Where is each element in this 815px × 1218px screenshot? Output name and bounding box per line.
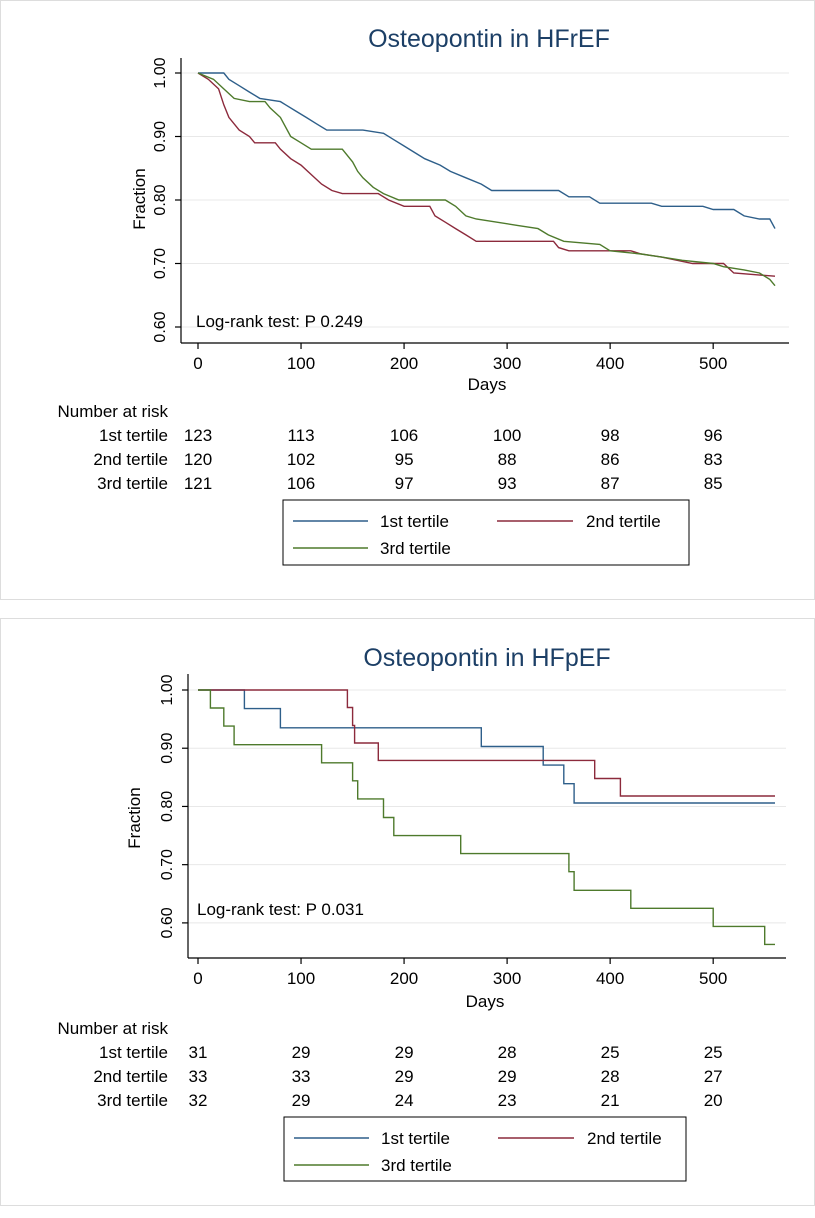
- risk-cell: 121: [184, 474, 212, 493]
- hfpef-panel: Osteopontin in HFpEF 0.60 0.70 0.80 0.90 1.00…: [0, 618, 815, 1218]
- series-line-2: [197, 72, 776, 277]
- risk-cell: 106: [390, 426, 418, 445]
- risk-cell: 32: [189, 1091, 208, 1110]
- risk-cell: 100: [493, 426, 521, 445]
- x-tick-label: 100: [287, 969, 315, 988]
- x-tick-label: 300: [493, 969, 521, 988]
- risk-table-header: Number at risk: [57, 402, 168, 421]
- y-tick-label: 0.70: [152, 248, 169, 279]
- y-axis-title: Fraction: [130, 168, 149, 229]
- risk-cell: 29: [395, 1043, 414, 1062]
- x-tick-label: 0: [193, 969, 202, 988]
- legend-label-3: 3rd tertile: [381, 1156, 452, 1175]
- risk-cell: 29: [395, 1067, 414, 1086]
- y-tick-label: 0.90: [159, 733, 176, 764]
- y-tick-label: 0.60: [152, 311, 169, 342]
- risk-cell: 27: [704, 1067, 723, 1086]
- series-line-3: [198, 689, 775, 946]
- x-tick-label: 0: [193, 354, 202, 373]
- risk-cell: 25: [601, 1043, 620, 1062]
- legend-box: [282, 499, 690, 566]
- hfref-chart: Osteopontin in HFrEF 0.60 0.70 0.80 0.90 1.00…: [57, 25, 789, 566]
- risk-table-header: Number at risk: [57, 1019, 168, 1038]
- risk-row-label: 2nd tertile: [93, 450, 168, 469]
- risk-cell: 33: [189, 1067, 208, 1086]
- risk-cell: 24: [395, 1091, 414, 1110]
- risk-cell: 25: [704, 1043, 723, 1062]
- legend-label-3: 3rd tertile: [380, 539, 451, 558]
- y-tick-label: 0.80: [152, 184, 169, 215]
- risk-cell: 106: [287, 474, 315, 493]
- risk-row-label: 3rd tertile: [97, 474, 168, 493]
- x-tick-label: 300: [493, 354, 521, 373]
- legend-label-1: 1st tertile: [381, 1129, 450, 1148]
- y-tick-label: 0.80: [159, 791, 176, 822]
- risk-row-label: 2nd tertile: [93, 1067, 168, 1086]
- x-tick-label: 100: [287, 354, 315, 373]
- risk-cell: 123: [184, 426, 212, 445]
- legend-box: [283, 1116, 687, 1182]
- x-tick-label: 200: [390, 354, 418, 373]
- risk-cell: 96: [704, 426, 723, 445]
- risk-cell: 88: [498, 450, 517, 469]
- risk-cell: 21: [601, 1091, 620, 1110]
- hfpef-chart: Osteopontin in HFpEF 0.60 0.70 0.80 0.90 1.00…: [57, 644, 786, 1182]
- legend-label-2: 2nd tertile: [586, 512, 661, 531]
- y-axis-title: Fraction: [125, 787, 144, 848]
- risk-cell: 29: [292, 1091, 311, 1110]
- risk-row-label: 1st tertile: [99, 426, 168, 445]
- risk-cell: 102: [287, 450, 315, 469]
- chart-title: Osteopontin in HFrEF: [368, 25, 610, 53]
- risk-cell: 33: [292, 1067, 311, 1086]
- y-tick-label: 0.70: [159, 849, 176, 880]
- risk-cell: 83: [704, 450, 723, 469]
- x-tick-label: 500: [699, 354, 727, 373]
- y-tick-label: 0.60: [159, 907, 176, 938]
- series-line-1: [198, 689, 775, 804]
- x-tick-label: 200: [390, 969, 418, 988]
- risk-cell: 93: [498, 474, 517, 493]
- risk-cell: 23: [498, 1091, 517, 1110]
- legend-label-1: 1st tertile: [380, 512, 449, 531]
- series-line-1: [198, 72, 776, 229]
- risk-cell: 20: [704, 1091, 723, 1110]
- y-tick-label: 0.90: [152, 121, 169, 152]
- x-tick-label: 500: [699, 969, 727, 988]
- risk-cell: 29: [292, 1043, 311, 1062]
- y-tick-label: 1.00: [152, 57, 169, 88]
- risk-cell: 86: [601, 450, 620, 469]
- risk-cell: 95: [395, 450, 414, 469]
- risk-cell: 28: [498, 1043, 517, 1062]
- logrank-annotation: Log-rank test: P 0.249: [196, 312, 363, 331]
- risk-cell: 29: [498, 1067, 517, 1086]
- logrank-annotation: Log-rank test: P 0.031: [197, 900, 364, 919]
- x-axis-title: Days: [466, 992, 505, 1011]
- legend-label-2: 2nd tertile: [587, 1129, 662, 1148]
- risk-cell: 120: [184, 450, 212, 469]
- risk-cell: 85: [704, 474, 723, 493]
- hfref-panel: Osteopontin in HFrEF 0.60 0.70 0.80 0.90 1.00…: [0, 0, 815, 600]
- series-line-3: [197, 72, 776, 287]
- risk-cell: 28: [601, 1067, 620, 1086]
- y-tick-label: 1.00: [159, 674, 176, 705]
- x-axis-title: Days: [468, 375, 507, 394]
- x-tick-label: 400: [596, 354, 624, 373]
- risk-cell: 31: [189, 1043, 208, 1062]
- risk-cell: 113: [287, 426, 314, 445]
- risk-cell: 98: [601, 426, 620, 445]
- risk-cell: 97: [395, 474, 414, 493]
- x-tick-label: 400: [596, 969, 624, 988]
- risk-row-label: 1st tertile: [99, 1043, 168, 1062]
- risk-row-label: 3rd tertile: [97, 1091, 168, 1110]
- series-line-2: [198, 689, 775, 797]
- chart-title: Osteopontin in HFpEF: [363, 644, 610, 672]
- risk-cell: 87: [601, 474, 620, 493]
